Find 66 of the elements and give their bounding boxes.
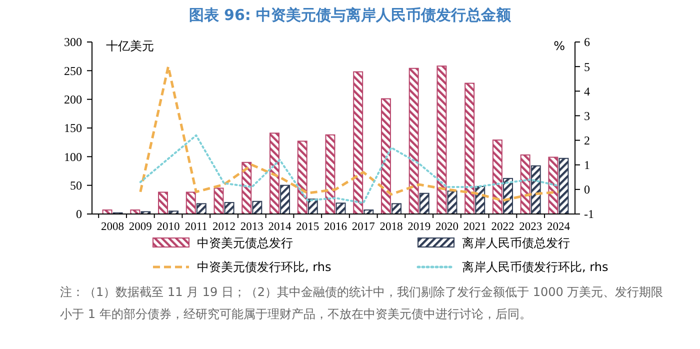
x-tick-label: 2012 [212,221,236,233]
legend-label: 中资美元债发行环比, rhs [197,260,332,274]
x-tick-label: 2018 [380,221,403,233]
y-tick-label: 250 [64,64,82,78]
bar [325,134,336,214]
x-tick-label: 2024 [546,221,570,233]
bar [336,202,346,214]
bar [196,203,206,214]
y2-tick-label: 2 [584,133,590,148]
bar [224,202,234,214]
y-axis-title: 十亿美元 [106,39,154,53]
y2-tick-label: 4 [584,84,590,98]
x-tick-label: 2022 [491,221,514,233]
chart-title: 图表 96: 中资美元债与离岸人民币债发行总金额 [188,6,512,24]
x-tick-label: 2009 [128,221,152,233]
x-tick-label: 2014 [268,221,292,233]
y2-tick-label: 0 [584,182,590,197]
y-tick-label: 300 [64,35,82,50]
bar [558,158,569,214]
x-tick-label: 2010 [156,221,180,233]
bar [380,98,391,214]
y2-tick-label: 1 [584,158,590,172]
x-tick-label: 2008 [101,221,124,233]
y2-tick-label: 6 [584,35,590,50]
bar [492,140,502,214]
y2-tick-label: 3 [584,108,590,123]
x-tick-label: 2016 [324,221,348,233]
y-tick-label: 150 [64,121,82,136]
legend-label: 离岸人民币债发行环比, rhs [462,260,608,274]
bar [408,68,419,214]
text: 注：（1）数据截至 11 月 19 日；（2）其中金融债的统计中，我们剔除了发行金额低于 1000 万美元、发行期限小于 1 年的部分债券，经研究可能属于理财产品，不放在中资美元债中进行讨论，后同。 [60,285,664,321]
x-tick-label: 2021 [463,221,487,233]
y2-tick-label: -1 [584,207,594,222]
x-tick-label: 2011 [184,221,208,233]
line-series [139,65,560,202]
bar [520,154,530,214]
y-tick-label: 100 [64,150,82,164]
x-tick-label: 2017 [352,221,376,233]
x-tick-label: 2019 [408,221,431,233]
legend-label: 中资美元债总发行 [197,236,293,250]
bar [353,71,364,214]
line-series [139,134,560,204]
bar [530,165,541,214]
bar [158,192,168,214]
legend-label: 离岸人民币债总发行 [462,236,570,250]
x-tick-label: 2020 [435,221,459,233]
bar [252,200,262,214]
x-tick-label: 2015 [296,221,320,233]
x-tick-label: 2023 [519,221,542,233]
x-tick-label: 2013 [240,221,264,233]
bar [280,184,290,214]
bar [548,156,558,214]
bar [242,162,252,214]
bar [464,82,475,214]
bar [214,188,224,214]
y2-axis-title: % [554,39,565,53]
y-tick-label: 200 [64,92,82,107]
y2-tick-label: 5 [584,60,590,74]
y-tick-label: 50 [70,178,82,193]
bar [436,66,447,214]
bar [419,192,430,214]
y-tick-label: 0 [76,207,82,222]
bar [270,132,280,214]
bar [297,140,308,214]
bar [186,192,196,214]
bar [392,203,402,214]
